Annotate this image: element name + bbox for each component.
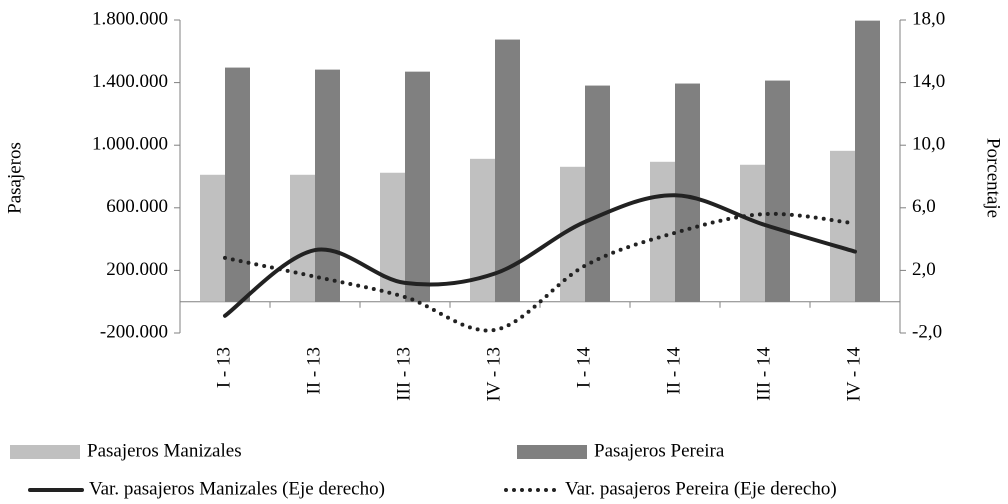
legend-label: Var. pasajeros Manizales (Eje derecho) [89,478,385,499]
x-tick-label: II - 14 [663,347,684,395]
legend-label: Pasajeros Manizales [87,440,242,461]
x-tick-label: I - 14 [573,347,594,389]
bar [830,150,855,302]
bar [650,161,675,302]
y2-tick-label: 14,0 [912,71,945,92]
bar [200,174,225,302]
x-tick-label: II - 13 [303,347,324,394]
x-tick-label: IV - 14 [843,347,864,402]
line-series [223,211,857,333]
y-axis-label: Pasajeros [4,142,25,214]
y2-tick-label: 2,0 [912,259,936,280]
legend-swatch [517,445,587,459]
y-tick-label: 1.000.000 [92,134,168,155]
bar [585,85,610,302]
bar [740,164,765,302]
legend-label: Var. pasajeros Pereira (Eje derecho) [565,478,837,499]
legend-swatch [10,445,80,459]
bar [495,39,520,302]
y2-tick-label: 10,0 [912,134,945,155]
bar [405,71,430,302]
y2-axis-label: Porcentaje [983,138,1004,218]
bar [225,67,250,302]
bar [855,20,880,302]
y-tick-label: 1.400.000 [92,71,168,92]
bar [290,174,315,302]
legend-label: Pasajeros Pereira [594,440,725,461]
y-tick-label: 200.000 [106,259,168,280]
y2-tick-label: -2,0 [912,321,942,342]
bar [315,69,340,302]
y2-tick-label: 6,0 [912,196,936,217]
y-tick-label: 600.000 [106,196,168,217]
x-tick-label: III - 13 [393,347,414,401]
x-tick-label: I - 13 [213,347,234,388]
x-tick-label: IV - 13 [483,347,504,402]
y-tick-label: 1.800.000 [92,8,168,29]
x-tick-label: III - 14 [753,347,774,401]
line-series [223,193,857,318]
bar [675,83,700,302]
bar [765,80,790,302]
y-tick-label: -200.000 [100,321,168,342]
y2-tick-label: 18,0 [912,8,945,29]
